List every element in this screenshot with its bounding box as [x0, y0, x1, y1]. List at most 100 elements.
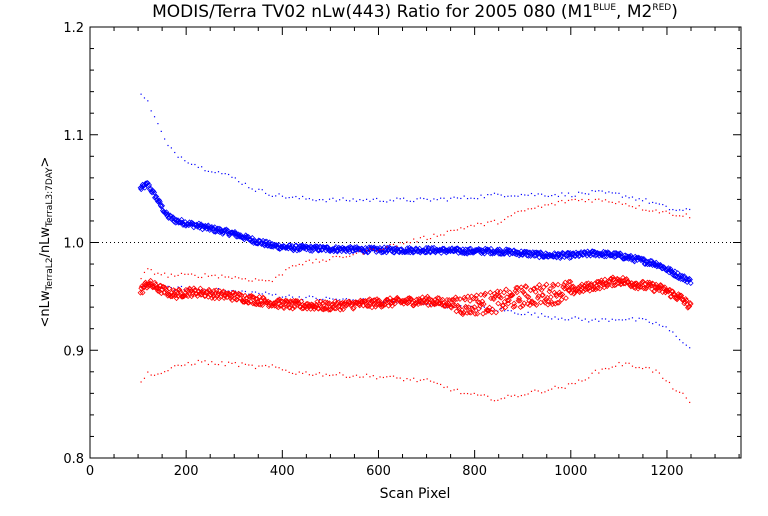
mean-point: [538, 287, 545, 293]
upper-envelope-point: [672, 208, 674, 211]
lower-envelope-point: [655, 321, 657, 324]
mean-point: [676, 273, 683, 280]
upper-envelope-point: [325, 201, 327, 203]
lower-envelope-point: [271, 294, 273, 296]
upper-envelope-point: [530, 208, 533, 210]
y-tick-label: 0.8: [63, 452, 84, 467]
mean-point: [376, 297, 383, 304]
upper-envelope-point: [578, 191, 580, 193]
upper-envelope-point: [678, 209, 681, 211]
mean-point: [356, 246, 363, 253]
mean-point: [446, 246, 453, 252]
mean-point: [516, 297, 523, 304]
mean-point: [489, 306, 496, 313]
mean-point: [517, 304, 524, 311]
upper-envelope-point: [342, 197, 344, 199]
lower-envelope-point: [291, 372, 294, 375]
lower-envelope-point: [625, 362, 627, 364]
lower-envelope-point: [520, 314, 522, 316]
lower-envelope-point: [591, 319, 593, 321]
mean-point: [178, 293, 185, 300]
mean-point: [285, 302, 292, 309]
upper-envelope-point: [534, 207, 536, 209]
lower-envelope-point: [500, 398, 502, 400]
upper-envelope-point: [376, 250, 378, 252]
mean-point: [481, 292, 488, 298]
mean-point: [566, 250, 572, 257]
mean-point: [405, 299, 412, 306]
upper-envelope-point: [379, 200, 381, 202]
mean-point: [367, 299, 374, 306]
upper-envelope-point: [345, 199, 347, 202]
upper-envelope-point: [221, 173, 223, 175]
mean-point: [321, 305, 328, 312]
mean-point: [493, 309, 499, 316]
x-tick-label: 200: [174, 464, 199, 479]
lower-envelope-point: [672, 388, 674, 390]
mean-point: [516, 295, 522, 302]
mean-point: [604, 250, 610, 257]
upper-envelope-point: [281, 195, 284, 197]
mean-point: [471, 304, 478, 311]
upper-envelope-point: [665, 205, 667, 207]
mean-point: [488, 295, 494, 302]
lower-envelope-point: [652, 323, 654, 325]
upper-envelope-point: [140, 93, 142, 95]
lower-envelope-point: [281, 296, 284, 298]
lower-envelope-point: [288, 294, 290, 296]
lower-envelope-point: [285, 369, 287, 371]
lower-envelope-point: [315, 373, 317, 375]
upper-envelope-point: [174, 275, 176, 277]
mean-point: [459, 311, 466, 318]
mean-point: [651, 288, 658, 294]
upper-envelope-point: [402, 197, 405, 199]
upper-envelope-point: [591, 201, 593, 203]
lower-envelope-point: [648, 321, 650, 323]
x-tick-label: 1200: [650, 464, 683, 479]
lower-envelope-point: [665, 326, 667, 328]
mean-point: [144, 281, 151, 288]
mean-point: [255, 301, 262, 308]
upper-envelope-point: [352, 254, 354, 256]
lower-envelope-point: [678, 391, 681, 393]
mean-point: [487, 289, 494, 296]
mean-point: [610, 274, 616, 281]
mean-point: [639, 278, 646, 285]
upper-envelope-point: [295, 265, 297, 267]
lower-envelope-point: [150, 374, 152, 376]
lower-envelope-point: [345, 376, 347, 378]
upper-envelope-point: [288, 267, 290, 269]
lower-envelope-point: [547, 389, 549, 391]
upper-envelope-point: [197, 166, 199, 169]
upper-envelope-point: [652, 201, 654, 204]
upper-envelope-point: [187, 273, 189, 275]
mean-point: [325, 306, 332, 313]
lower-envelope-point: [328, 297, 331, 299]
lower-envelope-point: [160, 372, 162, 375]
upper-envelope-point: [497, 223, 499, 225]
mean-point: [524, 293, 530, 300]
mean-point: [498, 294, 504, 301]
mean-point: [543, 281, 550, 288]
upper-envelope-point: [231, 176, 233, 178]
mean-point: [549, 301, 556, 308]
upper-envelope-point: [571, 196, 573, 198]
mean-point: [518, 284, 525, 291]
mean-point: [567, 278, 574, 285]
mean-point: [457, 296, 463, 302]
upper-envelope-point: [571, 199, 573, 201]
upper-envelope-point: [227, 276, 230, 278]
lower-envelope-point: [618, 361, 620, 364]
upper-envelope-point: [611, 201, 613, 203]
lower-envelope-point: [268, 366, 270, 368]
mean-point: [275, 304, 282, 311]
mean-point: [547, 286, 553, 292]
mean-point: [434, 298, 440, 305]
mean-point: [482, 290, 489, 297]
mean-point: [441, 245, 447, 252]
lower-envelope-point: [588, 377, 590, 379]
upper-envelope-point: [207, 170, 209, 172]
mean-point: [499, 302, 506, 309]
mean-point: [620, 274, 626, 281]
mean-point: [144, 284, 150, 291]
